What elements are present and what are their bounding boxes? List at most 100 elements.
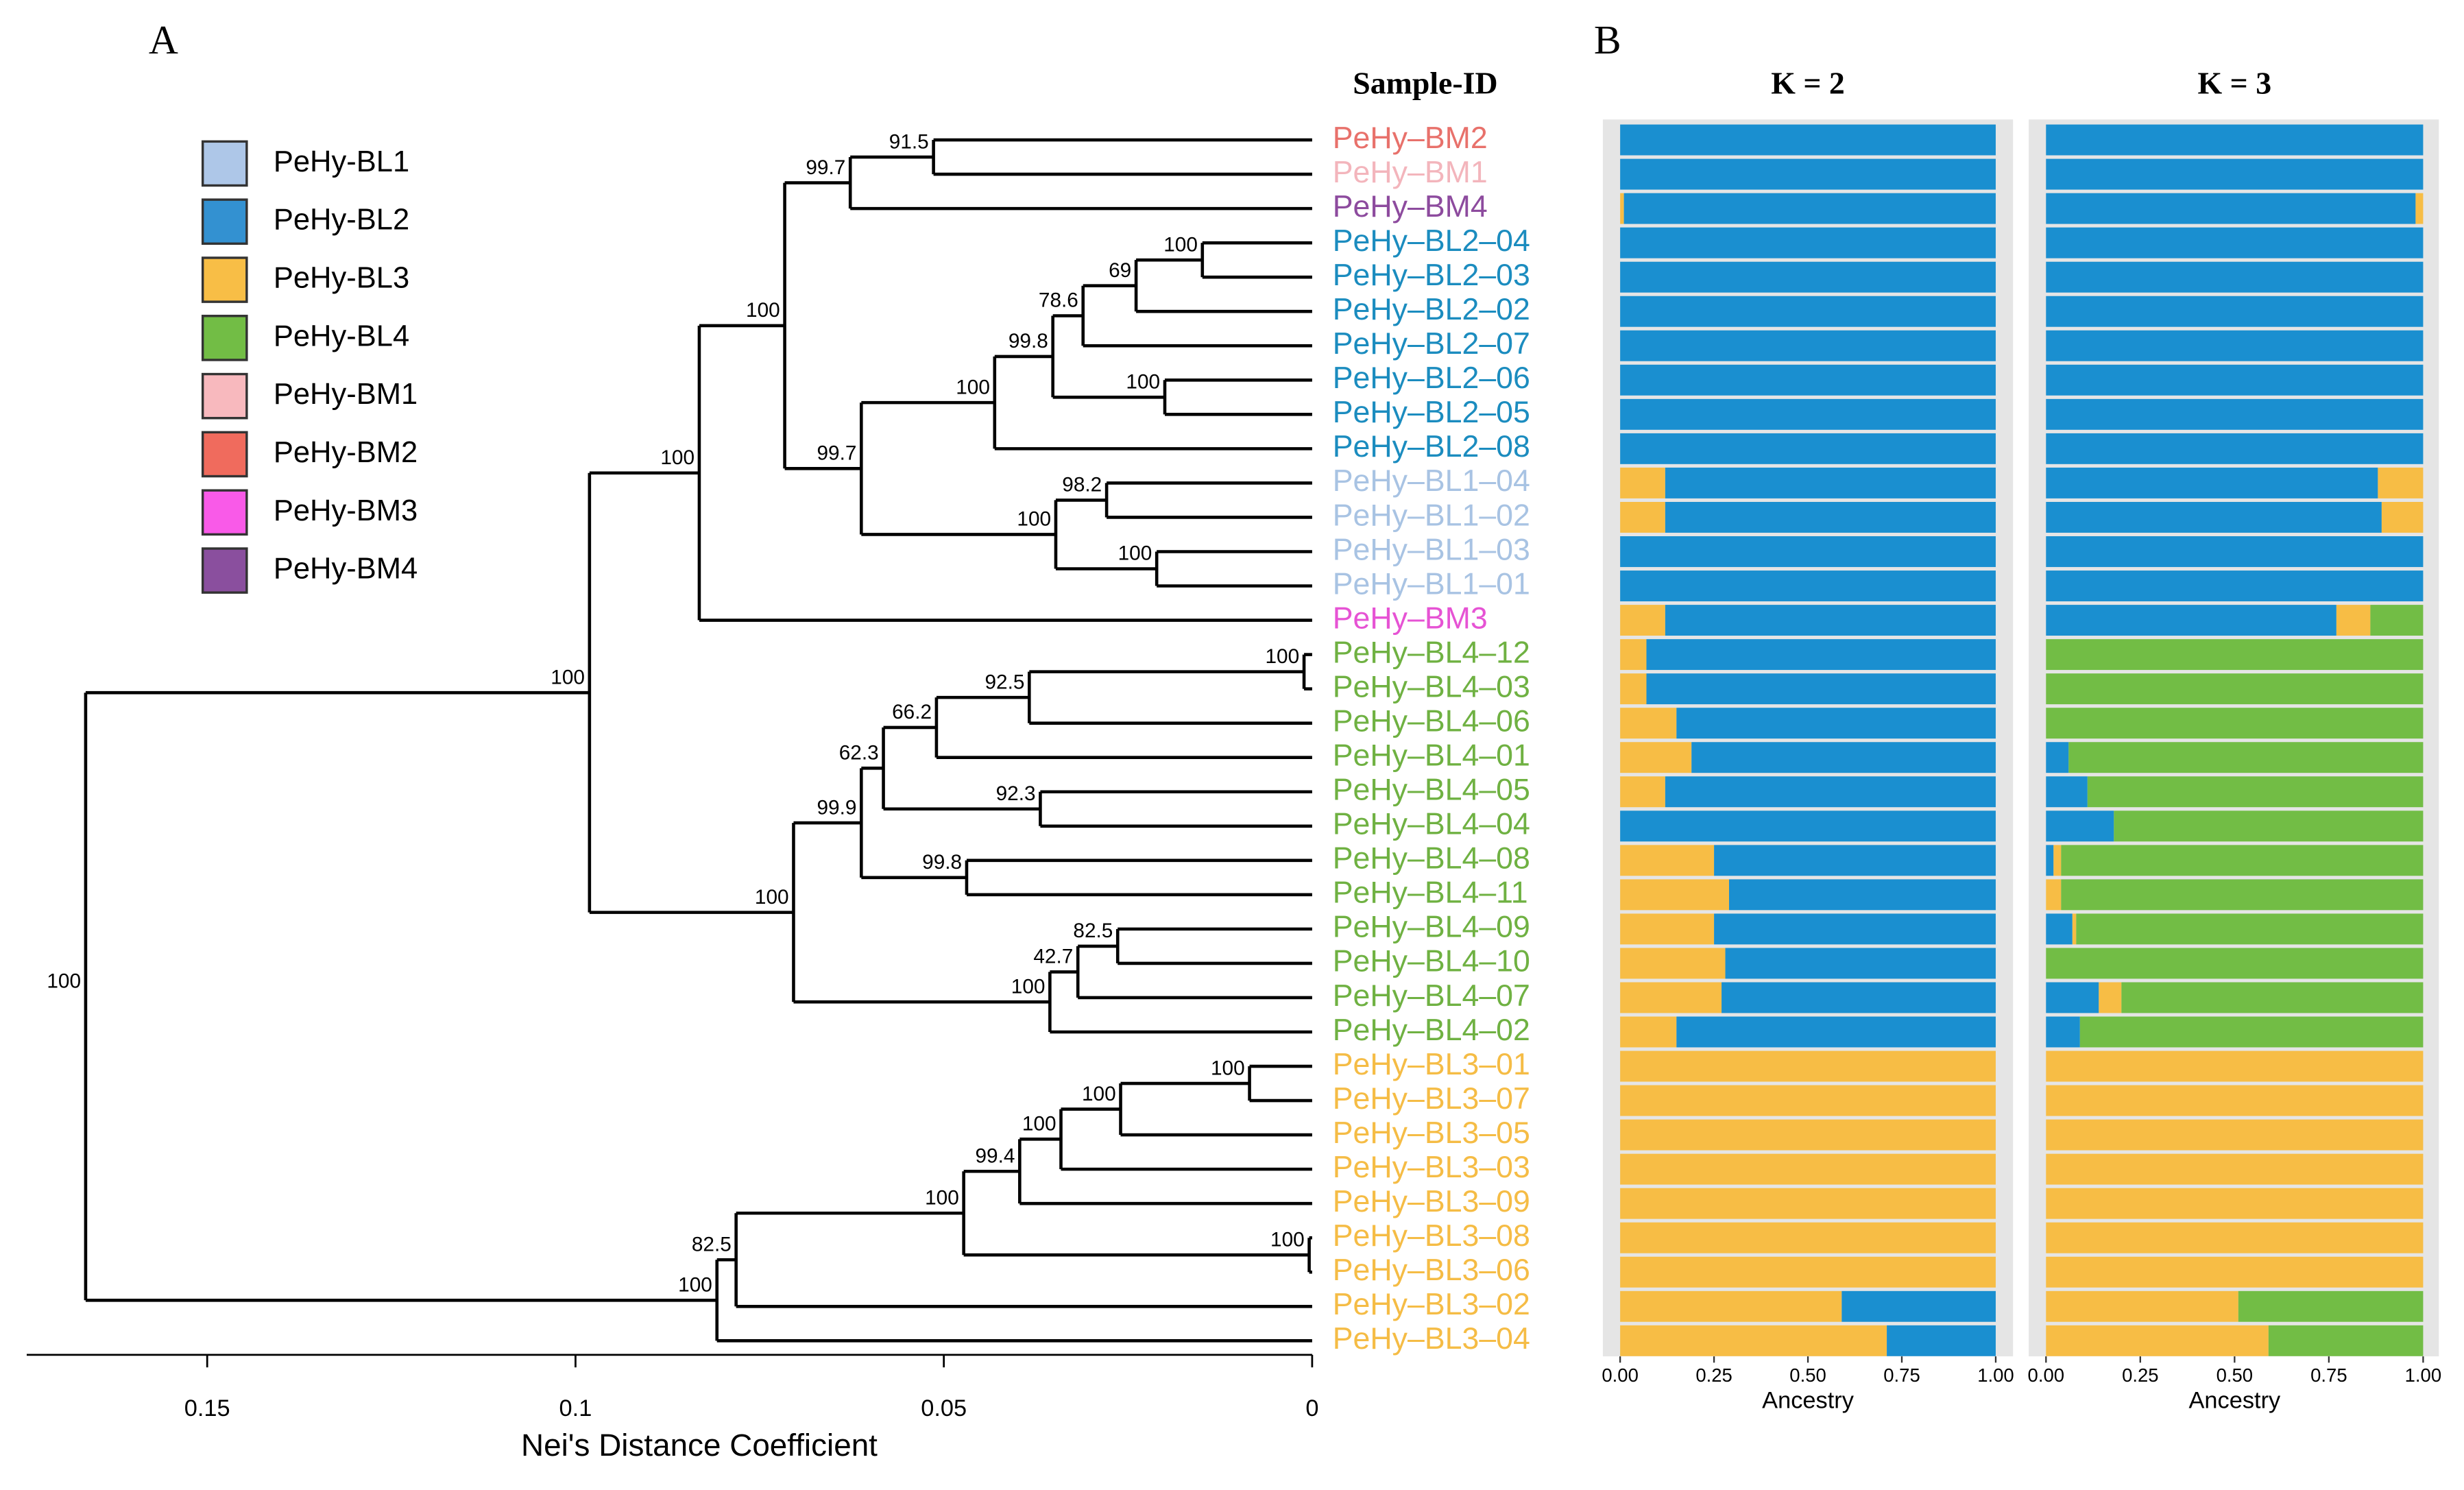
ancestry-segment — [2046, 1290, 2238, 1322]
ancestry-segment — [1620, 536, 1996, 567]
ancestry-segment — [1646, 673, 1996, 705]
ancestry-segment — [1676, 708, 1996, 739]
ancestry-segment — [2046, 501, 2382, 533]
ancestry-segment — [1676, 1016, 1996, 1048]
leaf-label: PeHy–BL3–02 — [1333, 1288, 1530, 1321]
leaf-label: PeHy–BM4 — [1333, 190, 1488, 224]
ancestry-segment — [2046, 467, 2378, 498]
ancestry-segment — [2046, 330, 2424, 361]
ancestry-segment — [2046, 1325, 2269, 1356]
ancestry-segment — [1620, 673, 1647, 705]
ancestry-segment — [2072, 913, 2077, 945]
support-label: 99.8 — [1008, 330, 1048, 352]
support-label: 100 — [1082, 1083, 1116, 1105]
ancestry-segment — [2238, 1290, 2424, 1322]
ancestry-segment — [1620, 1050, 1996, 1082]
ancestry-segment — [1620, 810, 1996, 842]
ancestry-segment — [1620, 639, 1647, 671]
support-label: 99.7 — [817, 442, 856, 465]
ancestry-segment — [1646, 639, 1996, 671]
ancestry-segment — [1620, 1119, 1996, 1151]
support-label: 99.8 — [922, 851, 962, 874]
panel-label: B — [1594, 17, 1621, 62]
ancestry-segment — [1620, 398, 1996, 430]
leaf-label: PeHy–BL2–04 — [1333, 224, 1530, 258]
support-label: 66.2 — [892, 701, 932, 723]
x-tick-label: 0.15 — [184, 1395, 230, 1421]
ancestry-segment — [1620, 1085, 1996, 1116]
ancestry-segment — [2370, 605, 2424, 636]
leaf-label: PeHy–BL2–06 — [1333, 361, 1530, 395]
support-label: 62.3 — [839, 742, 879, 765]
x-tick-label: 0.05 — [921, 1395, 967, 1421]
ancestry-segment — [2046, 879, 2062, 911]
support-label: 100 — [1017, 508, 1051, 531]
leaf-label: PeHy–BL3–08 — [1333, 1219, 1530, 1253]
ancestry-segment — [1620, 227, 1996, 259]
support-label: 100 — [1022, 1113, 1056, 1135]
ancestry-segment — [2046, 570, 2424, 601]
ancestry-segment — [1729, 879, 1996, 911]
legend-swatch — [201, 431, 248, 478]
ancestry-segment — [2046, 1016, 2080, 1048]
ancestry-segment — [2046, 296, 2424, 327]
support-label: 100 — [551, 666, 585, 688]
leaf-label: PeHy–BL4–06 — [1333, 704, 1530, 738]
ancestry-segment — [2046, 913, 2073, 945]
support-label: 100 — [1011, 975, 1046, 998]
legend-label: PeHy-BL2 — [274, 204, 409, 237]
legend-swatch — [201, 256, 248, 303]
support-label: 99.7 — [806, 156, 845, 179]
support-label: 92.3 — [996, 782, 1036, 805]
support-label: 69 — [1109, 259, 1131, 282]
ancestry-segment — [2046, 1188, 2424, 1219]
legend-swatch — [201, 547, 248, 594]
leaf-label: PeHy–BL2–05 — [1333, 396, 1530, 429]
x-tick-label: 0.25 — [1695, 1365, 1732, 1386]
ancestry-segment — [2046, 708, 2424, 739]
leaf-label: PeHy–BL3–05 — [1333, 1116, 1530, 1150]
leaf-label: PeHy–BL4–11 — [1333, 876, 1528, 910]
support-label: 98.2 — [1062, 474, 1102, 496]
support-label: 100 — [1126, 371, 1160, 394]
legend-swatch — [201, 198, 248, 245]
ancestry-segment — [1620, 330, 1996, 361]
ancestry-segment — [1620, 742, 1692, 773]
support-label: 100 — [47, 970, 81, 992]
ancestry-segment — [2061, 879, 2424, 911]
leaf-label: PeHy–BL1–01 — [1333, 567, 1530, 601]
leaf-label: PeHy–BL2–07 — [1333, 327, 1530, 361]
ancestry-segment — [1620, 1188, 1996, 1219]
x-tick-label: 0 — [1305, 1395, 1318, 1421]
ancestry-segment — [1665, 467, 1996, 498]
leaf-label: PeHy–BL1–04 — [1333, 464, 1530, 498]
leaf-label: PeHy–BM1 — [1333, 156, 1488, 189]
ancestry-segment — [1620, 296, 1996, 327]
support-label: 99.4 — [975, 1145, 1015, 1168]
legend-swatch — [201, 489, 248, 536]
leaf-label: PeHy–BL3–01 — [1333, 1048, 1530, 1081]
ancestry-segment — [1620, 1290, 1842, 1322]
ancestry-segment — [2079, 1016, 2424, 1048]
legend-label: PeHy-BL4 — [274, 320, 409, 352]
support-label: 100 — [1163, 233, 1198, 256]
ancestry-segment — [2046, 227, 2424, 259]
leaf-label: PeHy–BL4–05 — [1333, 773, 1530, 807]
ancestry-segment — [1620, 1325, 1887, 1356]
x-tick-label: 0.1 — [559, 1395, 592, 1421]
ancestry-segment — [2114, 810, 2424, 842]
support-label: 91.5 — [889, 130, 929, 153]
panel-label: A — [149, 17, 178, 62]
ancestry-segment — [1620, 879, 1730, 911]
ancestry-segment — [2099, 982, 2122, 1013]
support-label: 100 — [925, 1186, 959, 1209]
ancestry-segment — [2061, 845, 2424, 876]
leaf-header: Sample-ID — [1353, 66, 1497, 101]
support-label: 100 — [678, 1274, 712, 1297]
x-axis-label: Ancestry — [1762, 1388, 1855, 1414]
ancestry-segment — [1620, 364, 1996, 396]
ancestry-segment — [2046, 364, 2424, 396]
ancestry-segment — [1620, 433, 1996, 464]
support-label: 92.5 — [985, 671, 1024, 693]
ancestry-segment — [2046, 1256, 2424, 1288]
